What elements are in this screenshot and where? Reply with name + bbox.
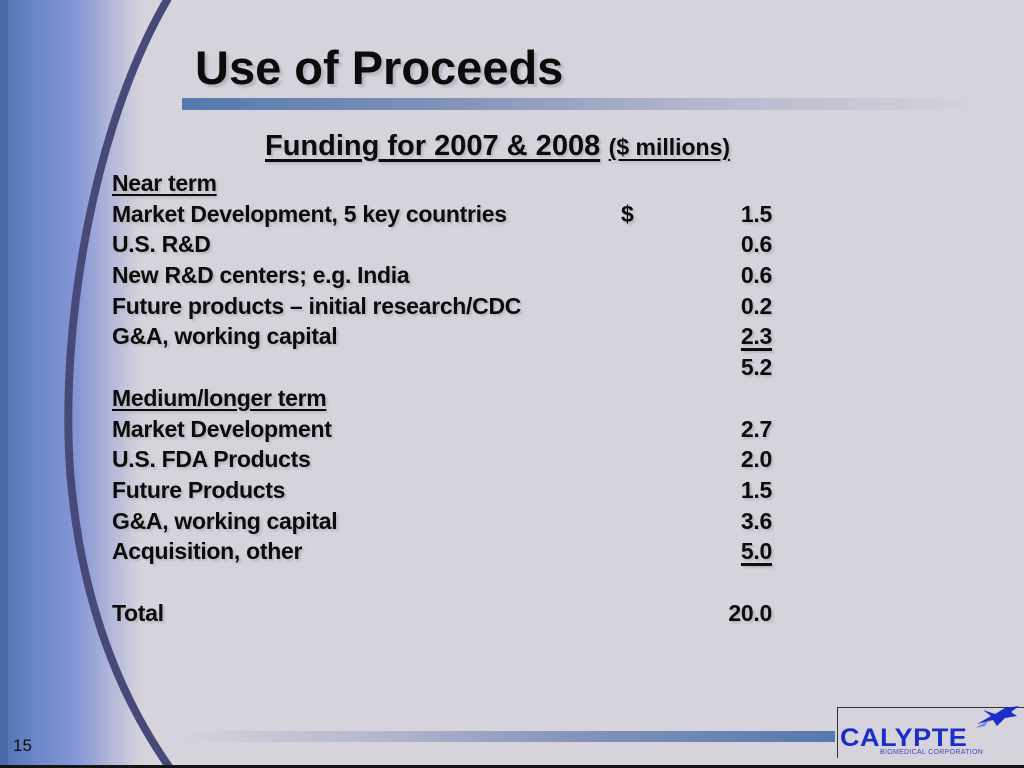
section-heading-near-term: Near term	[112, 170, 217, 196]
company-logo-tagline: BIOMEDICAL CORPORATION	[880, 749, 984, 756]
section-heading-medium-term: Medium/longer term	[112, 384, 327, 411]
funding-table: Near term Market Development, 5 key coun…	[112, 168, 792, 628]
total-value: 20.0	[728, 599, 772, 626]
table-row: Future products – initial research/CDC 0…	[112, 292, 772, 319]
total-label: Total	[112, 599, 164, 626]
table-heading: Funding for 2007 & 2008 ($ millions)	[265, 130, 730, 163]
table-row: G&A, working capital 3.6	[112, 507, 772, 534]
slide-title: Use of Proceeds	[195, 41, 564, 94]
page-number: 15	[13, 736, 32, 755]
spacer-row	[112, 567, 792, 598]
total-row: Total 20.0	[112, 598, 792, 629]
table-row: U.S. FDA Products 2.0	[112, 446, 772, 473]
subtotal-row: 5.2	[112, 352, 792, 383]
subtitle-main: Funding for 2007 & 2008	[265, 130, 601, 162]
table-row: Acquisition, other 5.0	[112, 538, 772, 565]
table-row: Market Development 2.7	[112, 415, 772, 442]
currency-symbol: $	[621, 200, 634, 227]
decorative-arc	[64, 0, 175, 768]
company-logo-text: CALYPTE	[840, 724, 968, 752]
footer-bar	[180, 731, 835, 742]
logo-frame	[837, 707, 1024, 758]
table-row: G&A, working capital 2.3	[112, 323, 772, 350]
bird-icon	[975, 706, 1019, 728]
subtitle-unit: ($ millions)	[608, 134, 731, 160]
table-row: U.S. R&D 0.6	[112, 231, 772, 258]
table-row: New R&D centers; e.g. India 0.6	[112, 262, 772, 289]
subtotal-value: 5.2	[740, 354, 772, 381]
title-underline-bar	[182, 98, 982, 110]
bottom-rule	[0, 765, 1024, 768]
left-edge-strip	[0, 0, 8, 768]
table-row: Future Products 1.5	[112, 476, 772, 503]
table-row: Market Development, 5 key countries $ 1.…	[112, 199, 792, 230]
